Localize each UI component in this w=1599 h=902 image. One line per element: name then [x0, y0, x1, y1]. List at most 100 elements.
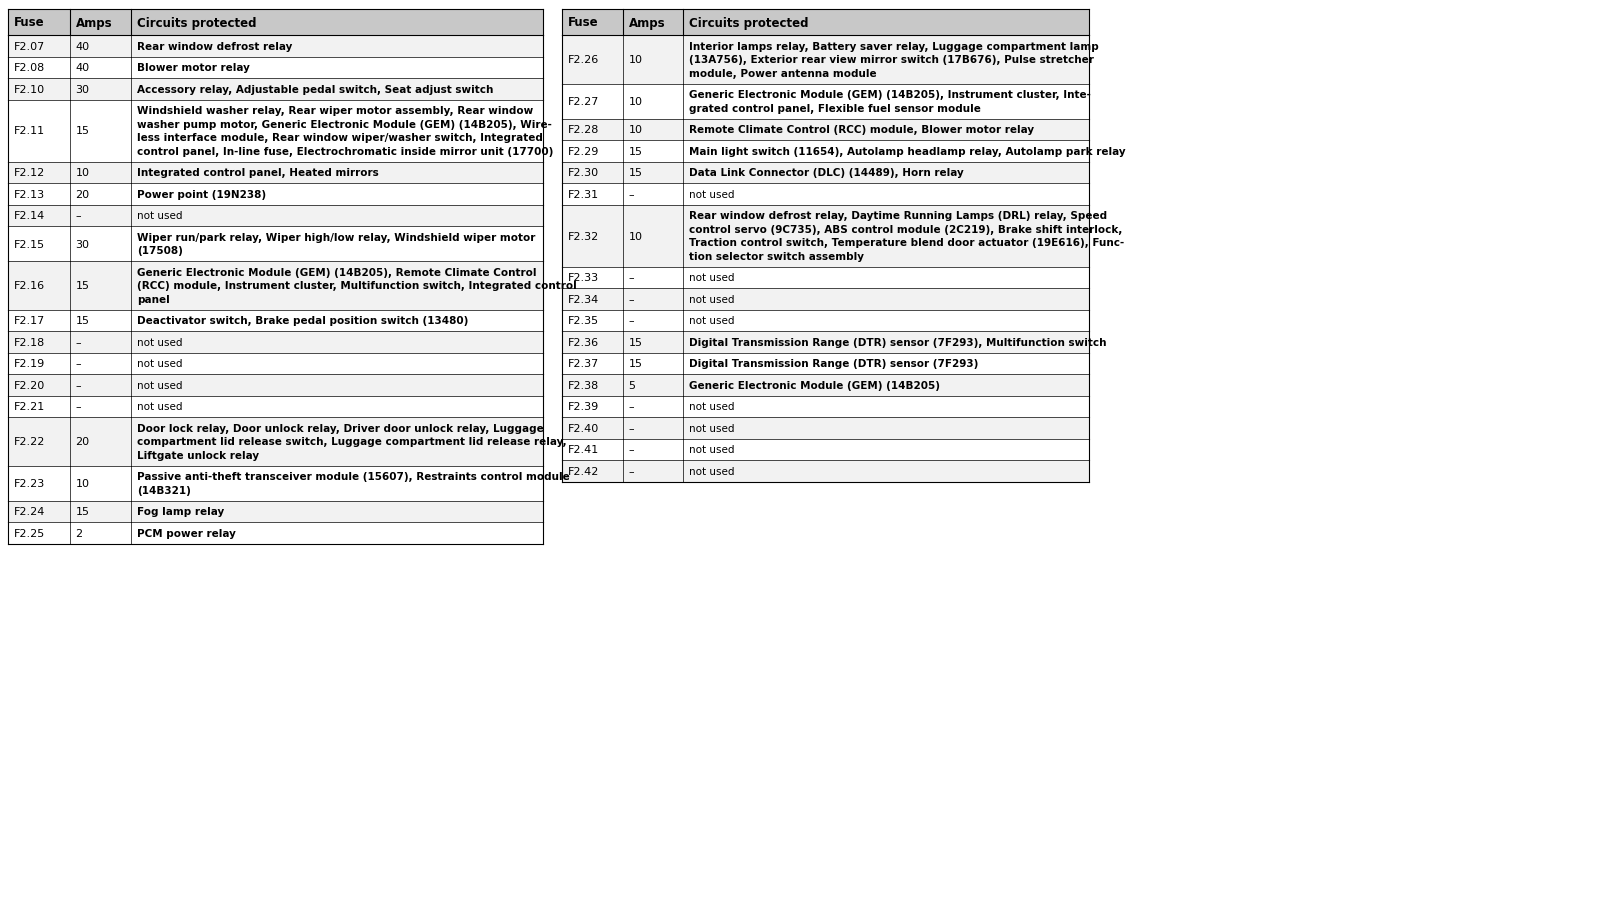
Text: Digital Transmission Range (DTR) sensor (7F293): Digital Transmission Range (DTR) sensor …: [689, 359, 979, 369]
Text: 40: 40: [75, 63, 90, 73]
Text: not used: not used: [689, 316, 734, 326]
Text: 10: 10: [628, 125, 643, 135]
Bar: [561, 439, 1089, 461]
Text: Data Link Connector (DLC) (14489), Horn relay: Data Link Connector (DLC) (14489), Horn …: [689, 168, 964, 178]
Text: 15: 15: [75, 126, 90, 136]
Text: F2.07: F2.07: [14, 41, 45, 51]
Text: Fuse: Fuse: [14, 16, 45, 30]
Text: –: –: [628, 189, 635, 199]
Bar: [561, 332, 1089, 353]
Text: Power point (19N238): Power point (19N238): [138, 189, 265, 199]
Bar: [8, 162, 544, 184]
Text: F2.12: F2.12: [14, 168, 45, 178]
Bar: [561, 396, 1089, 418]
Text: Digital Transmission Range (DTR) sensor (7F293), Multifunction switch: Digital Transmission Range (DTR) sensor …: [689, 337, 1107, 347]
Text: grated control panel, Flexible fuel sensor module: grated control panel, Flexible fuel sens…: [689, 104, 982, 114]
Bar: [561, 310, 1089, 332]
Text: 5: 5: [628, 381, 636, 391]
Text: not used: not used: [689, 423, 734, 433]
Bar: [8, 418, 544, 466]
Text: 10: 10: [75, 168, 90, 178]
Text: F2.34: F2.34: [568, 294, 600, 304]
Text: F2.17: F2.17: [14, 316, 45, 326]
Text: 20: 20: [75, 437, 90, 446]
Text: Wiper run/park relay, Wiper high/low relay, Windshield wiper motor: Wiper run/park relay, Wiper high/low rel…: [138, 233, 536, 243]
Bar: [561, 267, 1089, 289]
Text: F2.31: F2.31: [568, 189, 600, 199]
Text: not used: not used: [689, 445, 734, 455]
Text: 15: 15: [75, 316, 90, 326]
Text: module, Power antenna module: module, Power antenna module: [689, 69, 876, 78]
Text: –: –: [75, 337, 82, 347]
Text: F2.21: F2.21: [14, 401, 45, 412]
Text: Generic Electronic Module (GEM) (14B205): Generic Electronic Module (GEM) (14B205): [689, 381, 940, 391]
Text: F2.35: F2.35: [568, 316, 600, 326]
Text: 15: 15: [628, 147, 643, 157]
Text: F2.24: F2.24: [14, 507, 45, 517]
Text: Generic Electronic Module (GEM) (14B205), Instrument cluster, Inte-: Generic Electronic Module (GEM) (14B205)…: [689, 90, 1091, 100]
Text: Fog lamp relay: Fog lamp relay: [138, 507, 224, 517]
Text: Fuse: Fuse: [568, 16, 598, 30]
Text: (13A756), Exterior rear view mirror switch (17B676), Pulse stretcher: (13A756), Exterior rear view mirror swit…: [689, 55, 1094, 65]
Text: F2.38: F2.38: [568, 381, 600, 391]
Text: not used: not used: [689, 401, 734, 412]
Text: Blower motor relay: Blower motor relay: [138, 63, 249, 73]
Text: Liftgate unlock relay: Liftgate unlock relay: [138, 450, 259, 460]
Text: panel: panel: [138, 294, 169, 304]
Text: F2.20: F2.20: [14, 381, 45, 391]
Text: F2.19: F2.19: [14, 359, 45, 369]
Text: Interior lamps relay, Battery saver relay, Luggage compartment lamp: Interior lamps relay, Battery saver rela…: [689, 41, 1099, 51]
Text: 40: 40: [75, 41, 90, 51]
Text: F2.15: F2.15: [14, 239, 45, 249]
Text: washer pump motor, Generic Electronic Module (GEM) (14B205), Wire-: washer pump motor, Generic Electronic Mo…: [138, 120, 552, 130]
Text: Generic Electronic Module (GEM) (14B205), Remote Climate Control: Generic Electronic Module (GEM) (14B205)…: [138, 268, 537, 278]
Text: F2.14: F2.14: [14, 211, 45, 221]
Text: F2.29: F2.29: [568, 147, 600, 157]
Bar: [8, 262, 544, 310]
Bar: [8, 396, 544, 418]
Text: 15: 15: [628, 359, 643, 369]
Text: Rear window defrost relay: Rear window defrost relay: [138, 41, 293, 51]
Text: F2.08: F2.08: [14, 63, 45, 73]
Text: 2: 2: [75, 529, 83, 538]
Text: Rear window defrost relay, Daytime Running Lamps (DRL) relay, Speed: Rear window defrost relay, Daytime Runni…: [689, 211, 1108, 221]
Text: F2.26: F2.26: [568, 55, 600, 65]
Bar: [8, 36, 544, 58]
Text: not used: not used: [138, 381, 182, 391]
Text: (14B321): (14B321): [138, 485, 190, 495]
Text: 10: 10: [628, 231, 643, 241]
Bar: [561, 36, 1089, 85]
Text: F2.37: F2.37: [568, 359, 600, 369]
Text: Circuits protected: Circuits protected: [138, 16, 256, 30]
Bar: [561, 353, 1089, 374]
Text: 10: 10: [628, 97, 643, 106]
Text: Windshield washer relay, Rear wiper motor assembly, Rear window: Windshield washer relay, Rear wiper moto…: [138, 106, 534, 116]
Text: control servo (9C735), ABS control module (2C219), Brake shift interlock,: control servo (9C735), ABS control modul…: [689, 225, 1122, 235]
Text: F2.22: F2.22: [14, 437, 45, 446]
Text: Amps: Amps: [628, 16, 665, 30]
Text: (17508): (17508): [138, 246, 182, 256]
Bar: [8, 374, 544, 396]
Bar: [561, 418, 1089, 439]
Bar: [8, 184, 544, 206]
Bar: [561, 141, 1089, 162]
Text: not used: not used: [689, 189, 734, 199]
Text: tion selector switch assembly: tion selector switch assembly: [689, 252, 863, 262]
Text: F2.42: F2.42: [568, 466, 600, 476]
Bar: [8, 522, 544, 544]
Bar: [8, 353, 544, 374]
Text: F2.16: F2.16: [14, 281, 45, 291]
Text: F2.11: F2.11: [14, 126, 45, 136]
Text: 10: 10: [628, 55, 643, 65]
Text: F2.13: F2.13: [14, 189, 45, 199]
Text: 10: 10: [75, 478, 90, 489]
Text: 15: 15: [75, 507, 90, 517]
Text: not used: not used: [138, 337, 182, 347]
Bar: [561, 184, 1089, 206]
Text: –: –: [75, 401, 82, 412]
Bar: [561, 461, 1089, 482]
Text: Main light switch (11654), Autolamp headlamp relay, Autolamp park relay: Main light switch (11654), Autolamp head…: [689, 147, 1126, 157]
Bar: [8, 78, 544, 100]
Text: –: –: [75, 359, 82, 369]
Text: –: –: [628, 445, 635, 455]
